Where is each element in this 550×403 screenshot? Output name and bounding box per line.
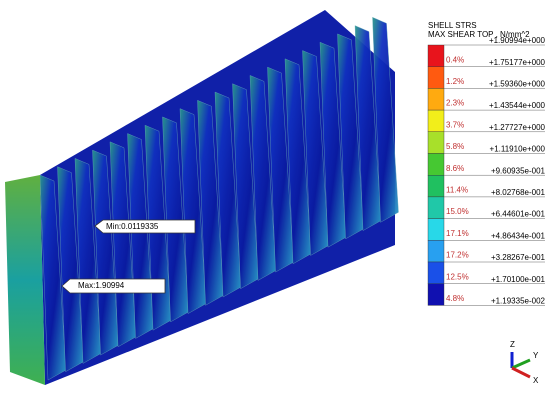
end-face xyxy=(5,175,45,385)
band-percent: 8.6% xyxy=(446,164,464,173)
band-percent: 3.7% xyxy=(446,120,464,129)
x-axis xyxy=(512,368,530,377)
level-label: +3.28267e-001 xyxy=(491,253,546,262)
color-band xyxy=(428,88,444,110)
color-band xyxy=(428,175,444,197)
level-label: +1.43544e+000 xyxy=(489,101,546,110)
color-band xyxy=(428,45,444,67)
level-label: +4.86434e-001 xyxy=(491,231,546,240)
color-band xyxy=(428,67,444,89)
min-label: Min:0.0119335 xyxy=(106,222,159,231)
level-label: +6.44601e-001 xyxy=(491,210,546,219)
color-band xyxy=(428,132,444,154)
level-label: +9.60935e-001 xyxy=(491,166,546,175)
level-label: +1.90994e+000 xyxy=(489,36,546,45)
level-label: +1.70100e-001 xyxy=(491,275,546,284)
screen: SHELL STRSMAX SHEAR TOP , N/mm^20.4%1.2%… xyxy=(0,0,550,403)
level-label: +1.27727e+000 xyxy=(489,123,546,132)
x-label: X xyxy=(533,376,539,385)
band-percent: 5.8% xyxy=(446,142,464,151)
level-label: +1.59360e+000 xyxy=(489,80,546,89)
color-band xyxy=(428,240,444,262)
band-percent: 11.4% xyxy=(446,185,468,194)
band-percent: 17.1% xyxy=(446,229,469,238)
band-percent: 15.0% xyxy=(446,207,469,216)
band-percent: 17.2% xyxy=(446,251,469,260)
max-label: Max:1.90994 xyxy=(78,281,125,290)
y-axis xyxy=(512,360,530,368)
band-percent: 12.5% xyxy=(446,272,469,281)
band-percent: 0.4% xyxy=(446,55,464,64)
level-label: +8.02768e-001 xyxy=(491,188,546,197)
y-label: Y xyxy=(533,351,539,360)
level-label: +1.11910e+000 xyxy=(490,145,546,154)
color-band xyxy=(428,284,444,306)
model xyxy=(5,10,399,385)
level-label: +1.19335e-002 xyxy=(491,297,546,306)
band-percent: 2.3% xyxy=(446,99,464,108)
z-label: Z xyxy=(510,340,515,349)
band-percent: 1.2% xyxy=(446,77,464,86)
color-band xyxy=(428,154,444,176)
color-band xyxy=(428,262,444,284)
level-label: +1.75177e+000 xyxy=(489,58,546,67)
color-band xyxy=(428,110,444,132)
legend-title: SHELL STRS xyxy=(428,21,477,30)
axis-triad: Z Y X xyxy=(510,340,539,385)
color-band xyxy=(428,197,444,219)
band-percent: 4.8% xyxy=(446,294,464,303)
color-band xyxy=(428,219,444,241)
